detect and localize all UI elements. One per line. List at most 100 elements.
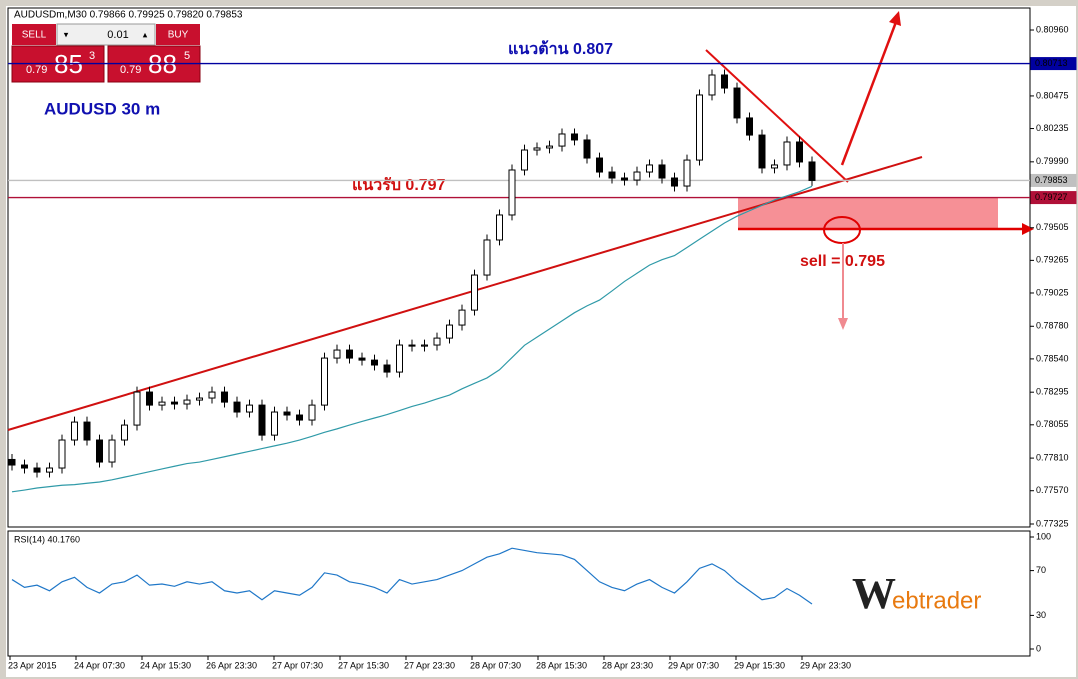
candle-body: [408, 344, 416, 347]
candle-body: [533, 147, 541, 151]
moving-average: [11, 185, 813, 493]
y-tick-label: 0.79505: [1036, 222, 1069, 232]
lot-value[interactable]: 0.01: [107, 29, 128, 41]
logo-text: ebtrader: [892, 587, 981, 614]
y-tick-label: 0.77570: [1036, 485, 1069, 495]
candle-body: [621, 177, 628, 181]
x-tick-label: 27 Apr 23:30: [404, 660, 455, 670]
y-tick-label: 0.78780: [1036, 321, 1069, 331]
x-tick-label: 28 Apr 23:30: [602, 660, 653, 670]
lot-up[interactable]: ▴: [143, 29, 148, 39]
chart-background: [6, 6, 1076, 677]
candle-body: [346, 349, 353, 359]
candle-body: [108, 439, 116, 463]
candle-body: [796, 141, 803, 163]
level-label: 0.80713: [1035, 58, 1068, 68]
candle-body: [146, 391, 153, 406]
candle-body: [783, 141, 791, 166]
level-label: 0.79853: [1035, 175, 1068, 185]
resistance-label: แนวต้าน 0.807: [508, 40, 613, 58]
candle-body: [271, 411, 278, 436]
candle-body: [296, 414, 303, 421]
symbol-label: AUDUSD 30 m: [44, 99, 160, 118]
candle-body: [396, 344, 403, 373]
candle-body: [421, 344, 428, 347]
y-tick-label: 0.77810: [1036, 452, 1069, 462]
candle-body: [446, 324, 453, 339]
y-tick-label: 0.80475: [1036, 90, 1069, 100]
rsi-tick-label: 70: [1036, 565, 1046, 575]
candle-body: [121, 424, 128, 441]
buy-text[interactable]: BUY: [168, 30, 189, 41]
candle-body: [808, 161, 816, 181]
lot-field[interactable]: [56, 23, 156, 46]
sell-button[interactable]: [12, 24, 56, 45]
rsi-tick-label: 100: [1036, 531, 1051, 541]
main-panel: [7, 7, 1031, 528]
buy-button[interactable]: [156, 24, 200, 45]
support-label: แนวรับ 0.797: [352, 176, 446, 194]
candle-body: [571, 133, 578, 141]
level-label-box: [1030, 191, 1077, 205]
candle-body: [133, 391, 141, 426]
candle-body: [683, 159, 691, 187]
lot-down[interactable]: ▾: [64, 29, 69, 39]
candle-body: [371, 359, 378, 366]
x-tick-label: 29 Apr 07:30: [668, 660, 719, 670]
candle-body: [358, 357, 366, 361]
x-tick-label: 28 Apr 07:30: [470, 660, 521, 670]
candle-body: [596, 157, 603, 173]
candle-body: [383, 364, 391, 373]
candle-body: [221, 391, 228, 403]
candle-body: [158, 401, 166, 406]
candle-body: [746, 117, 753, 136]
y-tick-label: 0.80960: [1036, 24, 1069, 34]
candle-body: [721, 74, 728, 89]
rsi-panel: [7, 530, 1031, 657]
x-tick-label: 29 Apr 23:30: [800, 660, 851, 670]
candle-body: [71, 421, 78, 441]
arrow-head: [838, 318, 848, 330]
resistance-trendline: [705, 49, 849, 183]
buy-price-pip: 5: [184, 50, 190, 62]
candle-body: [208, 391, 216, 399]
x-tick-label: 27 Apr 07:30: [272, 660, 323, 670]
sell-price-pip: 3: [89, 50, 95, 62]
candle-body: [171, 401, 178, 405]
candle-body: [308, 404, 316, 421]
x-tick-label: 24 Apr 15:30: [140, 660, 191, 670]
candle-body: [646, 164, 653, 173]
level-label: 0.79727: [1035, 192, 1068, 202]
sell-zone: [738, 197, 998, 229]
sell-price-prefix: 0.79: [26, 64, 47, 76]
chart-header: AUDUSDm,M30 0.79866 0.79925 0.79820 0.79…: [14, 10, 243, 21]
candle-body: [433, 337, 441, 346]
rsi-title: RSI(14) 40.1760: [14, 534, 80, 544]
candle-body: [708, 74, 716, 96]
candle-body: [758, 134, 766, 169]
sell-text[interactable]: SELL: [22, 30, 47, 41]
y-tick-label: 0.78295: [1036, 387, 1069, 397]
candle-body: [258, 404, 266, 436]
level-label-box: [1030, 57, 1077, 71]
candle-body: [658, 164, 666, 179]
candle-body: [608, 171, 616, 179]
candle-body: [633, 171, 641, 181]
y-tick-label: 0.77325: [1036, 518, 1069, 528]
candle-body: [546, 145, 553, 149]
candle-body: [321, 357, 328, 406]
x-tick-label: 27 Apr 15:30: [338, 660, 389, 670]
rsi-tick-label: 0: [1036, 643, 1041, 653]
arrow-head: [1022, 223, 1034, 235]
candle-body: [458, 309, 466, 326]
x-tick-label: 29 Apr 15:30: [734, 660, 785, 670]
sell-label: sell = 0.795: [800, 253, 885, 270]
candle-body: [21, 464, 28, 469]
candle-body: [696, 94, 703, 161]
candle-body: [771, 164, 778, 169]
candle-body: [733, 87, 741, 119]
candle-body: [558, 133, 566, 147]
candle-body: [233, 401, 241, 413]
x-tick-label: 28 Apr 15:30: [536, 660, 587, 670]
